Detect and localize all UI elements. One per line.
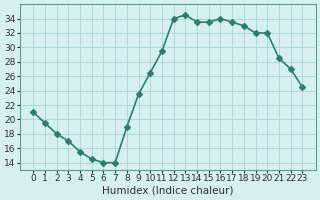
X-axis label: Humidex (Indice chaleur): Humidex (Indice chaleur) [102,186,234,196]
